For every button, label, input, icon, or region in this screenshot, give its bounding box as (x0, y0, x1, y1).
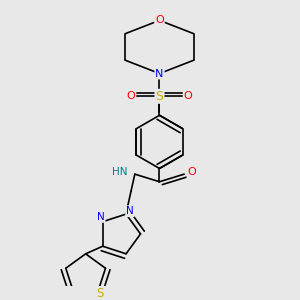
Text: HN: HN (112, 167, 127, 177)
Text: O: O (188, 167, 196, 177)
Text: N: N (126, 206, 134, 216)
Text: N: N (155, 68, 164, 79)
Text: O: O (184, 91, 192, 101)
Text: O: O (155, 15, 164, 26)
Text: S: S (155, 90, 164, 103)
Text: O: O (127, 91, 135, 101)
Text: N: N (97, 212, 105, 222)
Text: S: S (96, 287, 103, 300)
